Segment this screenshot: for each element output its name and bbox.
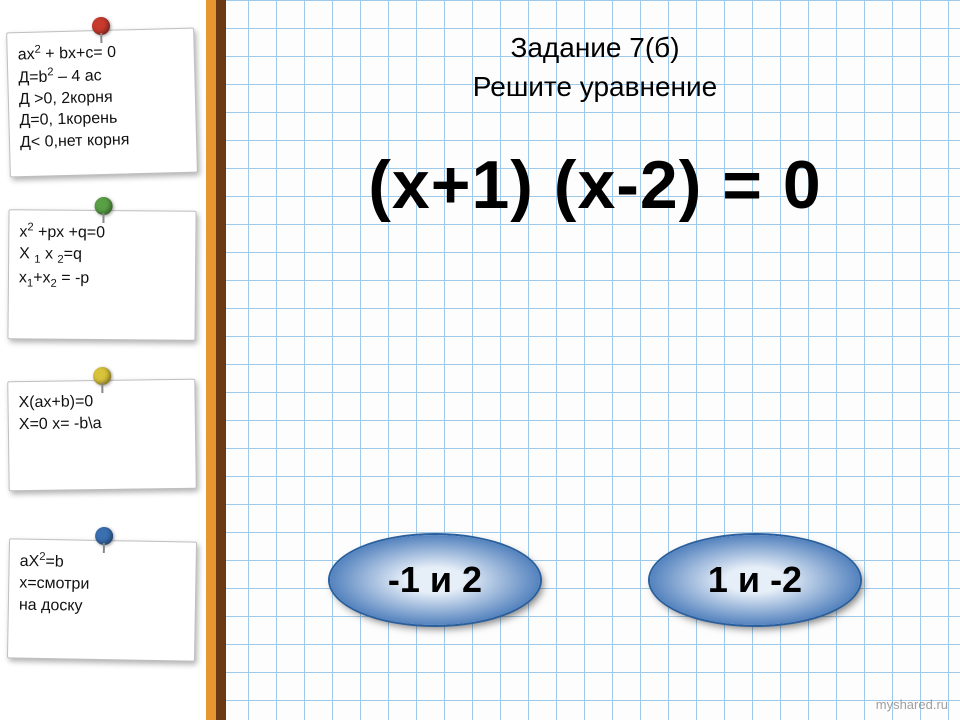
note-line: Х 1 х 2=q: [19, 243, 185, 269]
divider-bar-orange: [206, 0, 216, 720]
note-line: на доску: [19, 594, 185, 618]
pushpin-icon: [87, 17, 116, 46]
divider-bar-brown: [216, 0, 226, 720]
equation: (x+1) (x-2) = 0: [230, 146, 960, 224]
answer-right-label: 1 и -2: [708, 559, 802, 601]
answers-row: -1 и 2 1 и -2: [230, 535, 960, 625]
note-2: х2 +рх +q=0Х 1 х 2=qх1+х2 = -р: [7, 209, 196, 341]
main-content: Задание 7(б) Решите уравнение (x+1) (x-2…: [230, 0, 960, 720]
note-4: аХ2=bх=смотри на доску: [7, 538, 197, 661]
answer-button-right[interactable]: 1 и -2: [650, 535, 860, 625]
task-header: Задание 7(б) Решите уравнение: [230, 28, 960, 106]
note-3: Х(ах+b)=0Х=0 х= -b\а: [7, 379, 197, 492]
note-1: ах2 + bх+с= 0Д=b2 – 4 асД >0, 2корняД=0,…: [6, 28, 198, 178]
watermark: myshared.ru: [876, 697, 948, 712]
pushpin-icon: [89, 197, 117, 225]
sidebar: ах2 + bх+с= 0Д=b2 – 4 асД >0, 2корняД=0,…: [0, 0, 205, 720]
note-line: Х=0 х= -b\а: [19, 411, 185, 435]
pushpin-icon: [88, 367, 116, 395]
note-line: х=смотри: [19, 572, 185, 596]
answer-button-left[interactable]: -1 и 2: [330, 535, 540, 625]
answer-left-label: -1 и 2: [388, 559, 482, 601]
note-line: х1+х2 = -р: [19, 267, 185, 293]
task-number: Задание 7(б): [230, 28, 960, 67]
pushpin-icon: [90, 527, 118, 555]
task-instruction: Решите уравнение: [230, 67, 960, 106]
note-line: Д< 0,нет корня: [20, 128, 187, 154]
